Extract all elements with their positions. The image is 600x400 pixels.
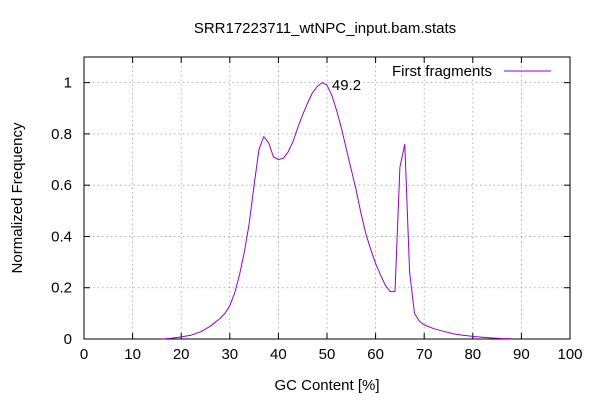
x-tick-label: 90 <box>513 346 530 363</box>
x-tick-label: 0 <box>80 346 88 363</box>
x-axis-label: GC Content [%] <box>274 377 379 394</box>
x-tick-label: 30 <box>221 346 238 363</box>
y-tick-label: 0.6 <box>51 177 72 194</box>
y-tick-label: 0.8 <box>51 126 72 143</box>
y-tick-label: 0.2 <box>51 280 72 297</box>
y-tick-label: 0.4 <box>51 228 72 245</box>
y-tick-label: 0 <box>64 331 72 348</box>
y-tick-label: 1 <box>64 75 72 92</box>
x-tick-label: 60 <box>367 346 384 363</box>
annotations: 49.2 <box>332 77 361 94</box>
x-tick-label: 70 <box>416 346 433 363</box>
x-tick-label: 10 <box>124 346 141 363</box>
peak-annotation: 49.2 <box>332 77 361 94</box>
x-tick-label: 20 <box>173 346 190 363</box>
legend: First fragments <box>392 63 551 80</box>
series-layer <box>161 82 512 340</box>
y-axis: 0 0.2 0.4 0.6 0.8 1 <box>51 75 570 348</box>
series-line-first-fragments <box>161 82 512 340</box>
chart-title: SRR17223711_wtNPC_input.bam.stats <box>194 20 456 37</box>
x-tick-label: 40 <box>270 346 287 363</box>
x-axis: 0 10 20 30 40 50 60 70 80 90 100 <box>80 57 583 363</box>
legend-label-first-fragments: First fragments <box>392 63 492 80</box>
grid-lines <box>84 57 570 339</box>
y-axis-label: Normalized Frequency <box>9 122 26 273</box>
x-tick-label: 50 <box>319 346 336 363</box>
x-tick-label: 80 <box>464 346 481 363</box>
x-tick-label: 100 <box>557 346 582 363</box>
